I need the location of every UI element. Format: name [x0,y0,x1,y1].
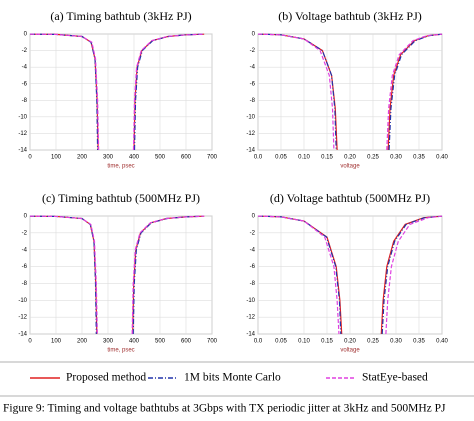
x-tick-label: 0.40 [436,339,448,345]
y-tick-label: -4 [22,247,28,253]
y-tick-label: -6 [22,264,28,270]
y-tick-label: -2 [250,48,256,54]
y-tick-label: -6 [22,81,28,87]
y-tick-label: -12 [246,131,255,137]
x-tick-label: 400 [129,155,140,161]
legend-label: StatEye-based [362,372,428,384]
y-tick-label: -12 [246,315,255,321]
y-tick-label: -8 [22,98,28,104]
x-tick-label: 0.20 [344,155,356,161]
y-tick-label: 0 [24,214,28,220]
x-tick-label: 0.15 [321,339,333,345]
chart-title: (a) Timing bathtub (3kHz PJ) [50,9,191,23]
x-tick-label: 0.25 [367,339,379,345]
x-tick-label: 0.30 [390,339,402,345]
y-tick-label: -4 [250,65,256,71]
x-tick-label: 700 [207,339,218,345]
x-tick-label: 0.25 [367,155,379,161]
x-tick-label: 0.05 [275,339,287,345]
x-tick-label: 0.0 [254,339,263,345]
y-tick-label: -10 [18,298,27,304]
x-tick-label: 100 [51,339,62,345]
x-axis-label: voltage [340,164,360,170]
x-tick-label: 300 [103,339,114,345]
y-tick-label: -14 [246,332,255,338]
x-tick-label: 200 [77,155,88,161]
x-tick-label: 600 [181,155,192,161]
y-tick-label: -2 [250,230,256,236]
y-tick-label: -2 [22,230,28,236]
caption: Figure 9: Timing and voltage bathtubs at… [3,403,446,415]
y-tick-label: -6 [250,81,256,87]
x-tick-label: 0.10 [298,339,310,345]
series-line [257,215,443,335]
y-tick-label: -10 [246,298,255,304]
x-tick-label: 0 [28,339,32,345]
x-tick-label: 300 [103,155,114,161]
x-axis-label: time, psec [107,348,134,354]
x-tick-label: 0.15 [321,155,333,161]
chart-title: (c) Timing bathtub (500MHz PJ) [42,191,200,205]
legend-label: Proposed method [66,372,146,384]
chart-title: (d) Voltage bathtub (500MHz PJ) [270,191,430,205]
y-tick-label: -14 [246,148,255,154]
y-tick-label: -10 [18,114,27,120]
x-tick-label: 0.05 [275,155,287,161]
series-line [257,33,443,151]
x-tick-label: 0.35 [413,155,425,161]
x-tick-label: 0.40 [436,155,448,161]
y-tick-label: -2 [22,48,28,54]
y-tick-label: -12 [18,131,27,137]
y-tick-label: -4 [250,247,256,253]
y-tick-label: -10 [246,114,255,120]
x-tick-label: 0 [28,155,32,161]
x-tick-label: 400 [129,339,140,345]
x-tick-label: 0.0 [254,155,263,161]
x-axis-label: time, psec [107,164,134,170]
legend-label: 1M bits Monte Carlo [184,372,281,384]
series-line [29,215,205,335]
y-tick-label: -8 [250,281,256,287]
x-tick-label: 0.35 [413,339,425,345]
plot-area [29,215,213,335]
x-tick-label: 700 [207,155,218,161]
y-tick-label: -8 [250,98,256,104]
x-tick-label: 0.10 [298,155,310,161]
y-tick-label: -8 [22,281,28,287]
plot-area [29,33,213,151]
y-tick-label: 0 [24,32,28,38]
x-tick-label: 0.20 [344,339,356,345]
x-tick-label: 500 [155,155,166,161]
x-tick-label: 100 [51,155,62,161]
x-tick-label: 0.30 [390,155,402,161]
y-tick-label: -14 [18,332,27,338]
x-axis-label: voltage [340,348,360,354]
y-tick-label: -6 [250,264,256,270]
y-tick-label: -14 [18,148,27,154]
y-tick-label: 0 [252,214,256,220]
y-tick-label: 0 [252,32,256,38]
x-tick-label: 600 [181,339,192,345]
x-tick-label: 200 [77,339,88,345]
x-tick-label: 500 [155,339,166,345]
series-line [257,215,443,335]
series-line [29,33,205,151]
chart-title: (b) Voltage bathtub (3kHz PJ) [278,9,422,23]
y-tick-label: -12 [18,315,27,321]
y-tick-label: -4 [22,65,28,71]
